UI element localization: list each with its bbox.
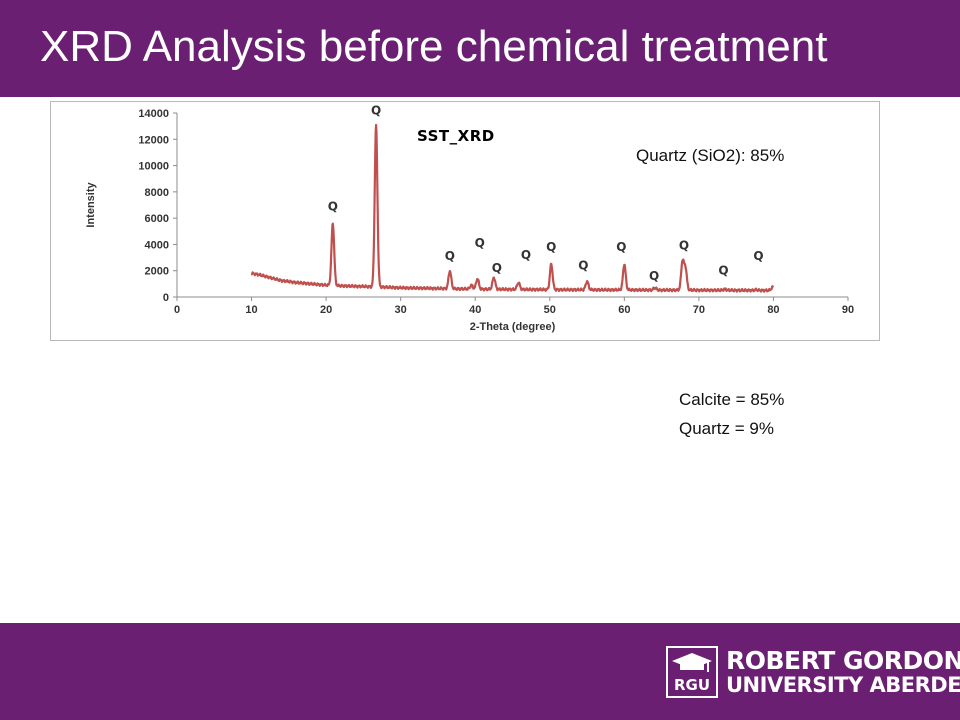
x-tick-label: 60 — [618, 304, 630, 316]
peak-label: Q — [371, 103, 381, 117]
x-tick-label: 10 — [245, 304, 257, 316]
peak-label: Q — [718, 264, 728, 278]
x-tick-label: 30 — [395, 304, 407, 316]
x-tick-label: 20 — [320, 304, 332, 316]
x-tick-label: 50 — [544, 304, 556, 316]
y-tick-label: 6000 — [145, 213, 169, 225]
footer-bar — [0, 623, 960, 720]
y-axis-label: Intensity — [85, 182, 97, 228]
peak-label: Q — [492, 261, 502, 275]
xrd-pattern-line — [250, 123, 775, 293]
rgu-logo-mark: RGU — [666, 646, 718, 698]
peak-label: Q — [679, 239, 689, 253]
x-tick-label: 0 — [174, 304, 180, 316]
logo-line-2: UNIVERSITY ABERDEEN — [726, 673, 960, 697]
xrd-chart-svg: 0 2000 4000 6000 8000 10000 12000 14000 0 10 20 30 4… — [85, 103, 854, 333]
slide-title: XRD Analysis before chemical treatment — [40, 22, 828, 71]
x-tick-label: 70 — [693, 304, 705, 316]
y-tick-label: 12000 — [138, 134, 169, 146]
quartz-percentage-line: Quartz = 9% — [679, 419, 774, 438]
y-tick-label: 0 — [163, 292, 169, 304]
y-tick-label: 14000 — [138, 108, 169, 120]
logo-line-1: ROBERT GORDON — [726, 646, 960, 675]
peak-label: Q — [445, 249, 455, 263]
quartz-percentage-note: Quartz (SiO2): 85% — [636, 146, 785, 165]
x-axis-label: 2-Theta (degree) — [470, 321, 556, 333]
title-bar: XRD Analysis before chemical treatment — [0, 0, 960, 97]
peak-label: Q — [475, 236, 485, 250]
x-tick-label: 40 — [469, 304, 481, 316]
y-tick-label: 10000 — [138, 161, 169, 173]
peak-label: Q — [521, 248, 531, 262]
peak-label: Q — [753, 249, 763, 263]
y-tick-label: 4000 — [145, 239, 169, 251]
peak-label: Q — [616, 240, 626, 254]
y-tick-label: 8000 — [145, 187, 169, 199]
y-tick-label: 2000 — [145, 266, 169, 278]
calcite-percentage-line: Calcite = 85% — [679, 390, 785, 409]
peak-label: Q — [546, 240, 556, 254]
logo-mark-text: RGU — [674, 676, 710, 694]
xrd-chart: 0 2000 4000 6000 8000 10000 12000 14000 0 10 20 30 4… — [50, 101, 880, 341]
x-tick-label: 90 — [842, 304, 854, 316]
x-tick-label: 80 — [767, 304, 779, 316]
sample-label: SST_XRD — [417, 127, 495, 145]
peak-label: Q — [328, 199, 338, 213]
peak-label: Q — [578, 258, 588, 272]
rgu-logo: RGU ROBERT GORDON UNIVERSITY ABERDEEN — [666, 646, 960, 702]
peak-label: Q — [649, 269, 659, 283]
mortarboard-icon: RGU — [672, 653, 712, 694]
